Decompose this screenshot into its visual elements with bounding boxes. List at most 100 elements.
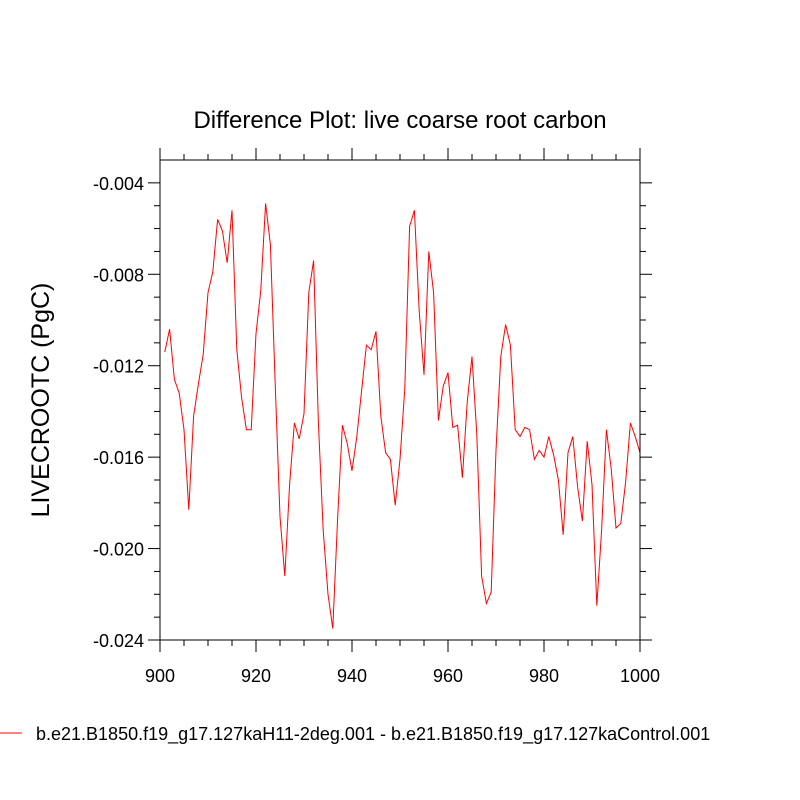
data-point (635, 436, 636, 437)
x-tick-label: 900 (145, 666, 175, 686)
y-axis-label: LIVECROOTC (PgC) (27, 283, 55, 518)
data-point (328, 594, 329, 595)
data-point (462, 477, 463, 478)
data-point (265, 203, 266, 204)
data-point (169, 329, 170, 330)
data-point (203, 354, 204, 355)
data-point (544, 457, 545, 458)
data-point (505, 324, 506, 325)
data-point (366, 345, 367, 346)
data-point (294, 422, 295, 423)
data-point (472, 356, 473, 357)
series-line (164, 203, 641, 629)
data-point (222, 230, 223, 231)
data-point (457, 425, 458, 426)
x-tick-label: 940 (337, 666, 367, 686)
data-point (524, 427, 525, 428)
data-point (601, 530, 602, 531)
data-point (443, 386, 444, 387)
data-point (179, 393, 180, 394)
data-point (438, 420, 439, 421)
data-point (390, 459, 391, 460)
data-point (577, 486, 578, 487)
data-point (428, 251, 429, 252)
data-point (515, 429, 516, 430)
data-point (193, 416, 194, 417)
x-tick-label: 980 (529, 666, 559, 686)
data-point (323, 530, 324, 531)
chart-title: Difference Plot: live coarse root carbon (193, 107, 606, 134)
data-point (496, 450, 497, 451)
data-point (376, 331, 377, 332)
data-point (332, 628, 333, 629)
data-point (371, 349, 372, 350)
data-point (385, 452, 386, 453)
data-point (414, 210, 415, 211)
data-point (260, 290, 261, 291)
plot-area (164, 203, 641, 629)
data-point (356, 436, 357, 437)
data-point (558, 480, 559, 481)
data-point (491, 592, 492, 593)
y-tick-label: -0.012 (93, 357, 144, 377)
data-point (553, 454, 554, 455)
data-point (592, 484, 593, 485)
data-point (448, 372, 449, 373)
data-point (236, 349, 237, 350)
data-point (212, 272, 213, 273)
data-point (289, 484, 290, 485)
data-point (256, 333, 257, 334)
y-tick-label: -0.020 (93, 540, 144, 560)
data-point (184, 429, 185, 430)
data-point (424, 374, 425, 375)
data-point (308, 292, 309, 293)
data-point (539, 450, 540, 451)
legend: b.e21.B1850.f19_g17.127kaH11-2deg.001 - … (0, 724, 710, 745)
data-point (280, 516, 281, 517)
data-point (596, 605, 597, 606)
data-point (241, 397, 242, 398)
data-point (299, 438, 300, 439)
data-point (400, 459, 401, 460)
data-point (337, 518, 338, 519)
data-point (284, 576, 285, 577)
data-point (534, 459, 535, 460)
y-tick-label: -0.008 (93, 265, 144, 285)
data-point (620, 523, 621, 524)
data-point (630, 422, 631, 423)
data-point (572, 436, 573, 437)
x-tick-label: 1000 (620, 666, 660, 686)
data-point (188, 509, 189, 510)
y-tick-label: -0.024 (93, 631, 144, 651)
data-point (318, 422, 319, 423)
data-point (313, 260, 314, 261)
data-point (208, 292, 209, 293)
data-point (419, 310, 420, 311)
data-point (433, 292, 434, 293)
data-point (520, 436, 521, 437)
data-point (232, 210, 233, 211)
data-point (476, 434, 477, 435)
data-point (510, 345, 511, 346)
data-point (380, 416, 381, 417)
data-point (409, 226, 410, 227)
data-point (198, 384, 199, 385)
data-point (452, 427, 453, 428)
legend-entry-label: b.e21.B1850.f19_g17.127kaH11-2deg.001 - … (36, 724, 710, 745)
data-point (481, 576, 482, 577)
data-point (361, 390, 362, 391)
data-point (275, 384, 276, 385)
data-point (529, 429, 530, 430)
y-tick-label: -0.004 (93, 174, 144, 194)
data-point (395, 505, 396, 506)
data-point (500, 356, 501, 357)
data-point (606, 429, 607, 430)
data-point (568, 452, 569, 453)
data-point (347, 443, 348, 444)
x-tick-label: 960 (433, 666, 463, 686)
data-point (404, 388, 405, 389)
data-point (251, 429, 252, 430)
data-point (174, 379, 175, 380)
data-point (342, 425, 343, 426)
